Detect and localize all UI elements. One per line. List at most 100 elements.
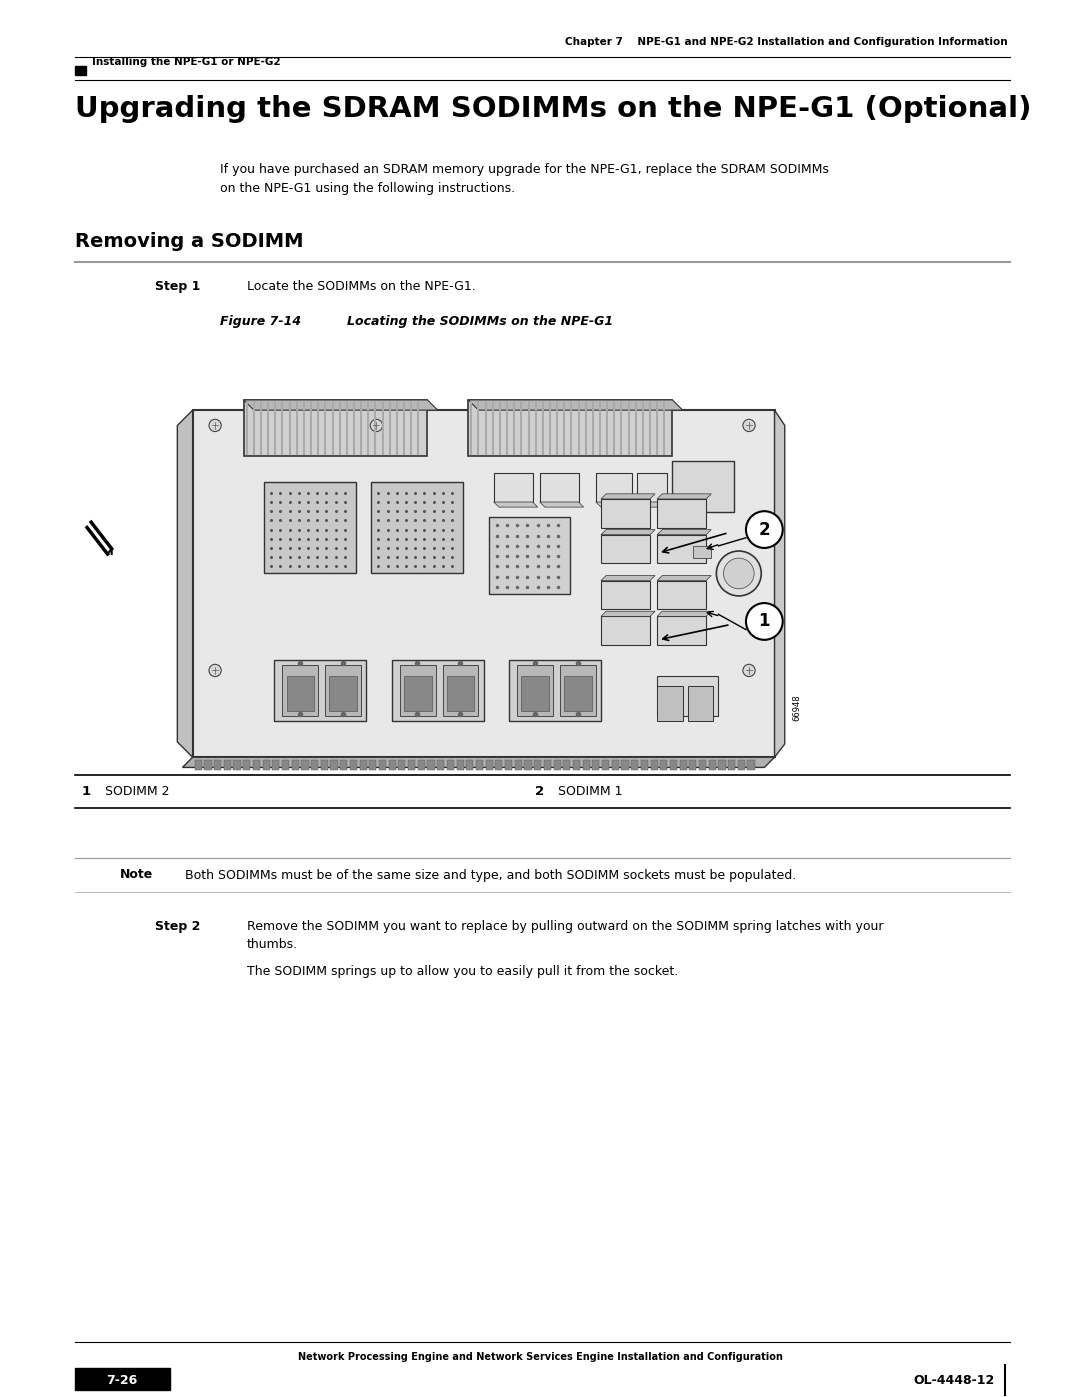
Circle shape	[370, 419, 382, 432]
Bar	[194, 760, 202, 771]
Bar	[747, 760, 755, 771]
Bar	[596, 474, 632, 502]
Bar	[286, 676, 314, 711]
Bar	[447, 676, 474, 711]
Bar	[379, 760, 387, 771]
Bar	[728, 760, 735, 771]
Bar	[650, 760, 658, 771]
Text: Figure 7-14: Figure 7-14	[220, 314, 301, 328]
Text: Removing a SODIMM: Removing a SODIMM	[75, 232, 303, 251]
Bar	[340, 760, 348, 771]
Bar	[486, 760, 492, 771]
Text: 2: 2	[535, 785, 544, 798]
Bar	[554, 760, 561, 771]
Bar	[592, 760, 599, 771]
Bar	[292, 760, 299, 771]
Polygon shape	[657, 612, 712, 616]
Bar	[564, 760, 570, 771]
Polygon shape	[600, 495, 656, 499]
Polygon shape	[494, 502, 538, 507]
Text: Remove the SODIMM you want to replace by pulling outward on the SODIMM spring la: Remove the SODIMM you want to replace by…	[247, 921, 883, 951]
Polygon shape	[192, 411, 774, 757]
Bar	[522, 676, 549, 711]
Text: The SODIMM springs up to allow you to easily pull it from the socket.: The SODIMM springs up to allow you to ea…	[247, 965, 678, 978]
Bar	[708, 760, 716, 771]
Polygon shape	[600, 529, 656, 535]
Bar	[535, 760, 541, 771]
Bar	[311, 760, 319, 771]
Circle shape	[743, 665, 755, 676]
Text: 7-26: 7-26	[106, 1373, 137, 1386]
Bar	[350, 760, 357, 771]
Bar	[657, 581, 706, 609]
Bar	[657, 686, 683, 721]
Circle shape	[208, 419, 221, 432]
Bar	[657, 676, 718, 717]
Text: If you have purchased an SDRAM memory upgrade for the NPE-G1, replace the SDRAM : If you have purchased an SDRAM memory up…	[220, 163, 828, 196]
Bar	[657, 535, 706, 563]
Bar	[443, 665, 478, 717]
Bar	[272, 760, 280, 771]
Polygon shape	[183, 757, 774, 767]
Text: SODIMM 2: SODIMM 2	[105, 785, 170, 798]
Bar	[447, 760, 454, 771]
Bar	[253, 760, 260, 771]
Bar	[283, 665, 319, 717]
Bar	[679, 760, 687, 771]
Bar	[476, 760, 483, 771]
Bar	[657, 616, 706, 645]
Bar	[602, 760, 609, 771]
Bar	[214, 760, 221, 771]
Bar	[418, 760, 424, 771]
Bar	[244, 400, 428, 455]
Bar	[75, 66, 86, 75]
Bar	[582, 760, 590, 771]
Bar	[467, 760, 473, 771]
Bar	[544, 760, 551, 771]
Bar	[408, 760, 415, 771]
Polygon shape	[596, 502, 637, 507]
Text: Step 2: Step 2	[156, 921, 201, 933]
Bar	[489, 517, 570, 594]
Bar	[572, 760, 580, 771]
Bar	[457, 760, 463, 771]
Circle shape	[716, 550, 761, 597]
Text: Step 1: Step 1	[156, 279, 201, 293]
Bar	[689, 760, 697, 771]
Polygon shape	[637, 502, 673, 507]
Polygon shape	[657, 576, 712, 581]
Bar	[515, 760, 522, 771]
Bar	[540, 474, 579, 502]
Bar	[224, 760, 231, 771]
Bar	[321, 760, 328, 771]
Bar	[494, 474, 532, 502]
Circle shape	[743, 419, 755, 432]
Polygon shape	[540, 502, 583, 507]
Bar	[693, 546, 712, 559]
Bar	[282, 760, 289, 771]
Text: Locating the SODIMMs on the NPE-G1: Locating the SODIMMs on the NPE-G1	[347, 314, 613, 328]
Bar	[428, 760, 434, 771]
Text: Note: Note	[120, 869, 153, 882]
Bar	[75, 1368, 170, 1390]
Polygon shape	[244, 400, 437, 411]
Text: 66948: 66948	[793, 694, 801, 721]
Bar	[204, 760, 212, 771]
Polygon shape	[469, 400, 683, 411]
Bar	[372, 482, 463, 574]
Polygon shape	[600, 612, 656, 616]
Bar	[631, 760, 638, 771]
Bar	[389, 760, 395, 771]
Bar	[564, 676, 592, 711]
Polygon shape	[657, 495, 712, 499]
Text: Chapter 7    NPE-G1 and NPE-G2 Installation and Configuration Information: Chapter 7 NPE-G1 and NPE-G2 Installation…	[565, 36, 1008, 47]
Bar	[600, 499, 650, 528]
Bar	[670, 760, 677, 771]
Bar	[496, 760, 502, 771]
Bar	[621, 760, 629, 771]
Bar	[699, 760, 706, 771]
Bar	[392, 661, 484, 721]
Bar	[660, 760, 667, 771]
Polygon shape	[657, 529, 712, 535]
Text: Upgrading the SDRAM SODIMMs on the NPE-G1 (Optional): Upgrading the SDRAM SODIMMs on the NPE-G…	[75, 95, 1031, 123]
